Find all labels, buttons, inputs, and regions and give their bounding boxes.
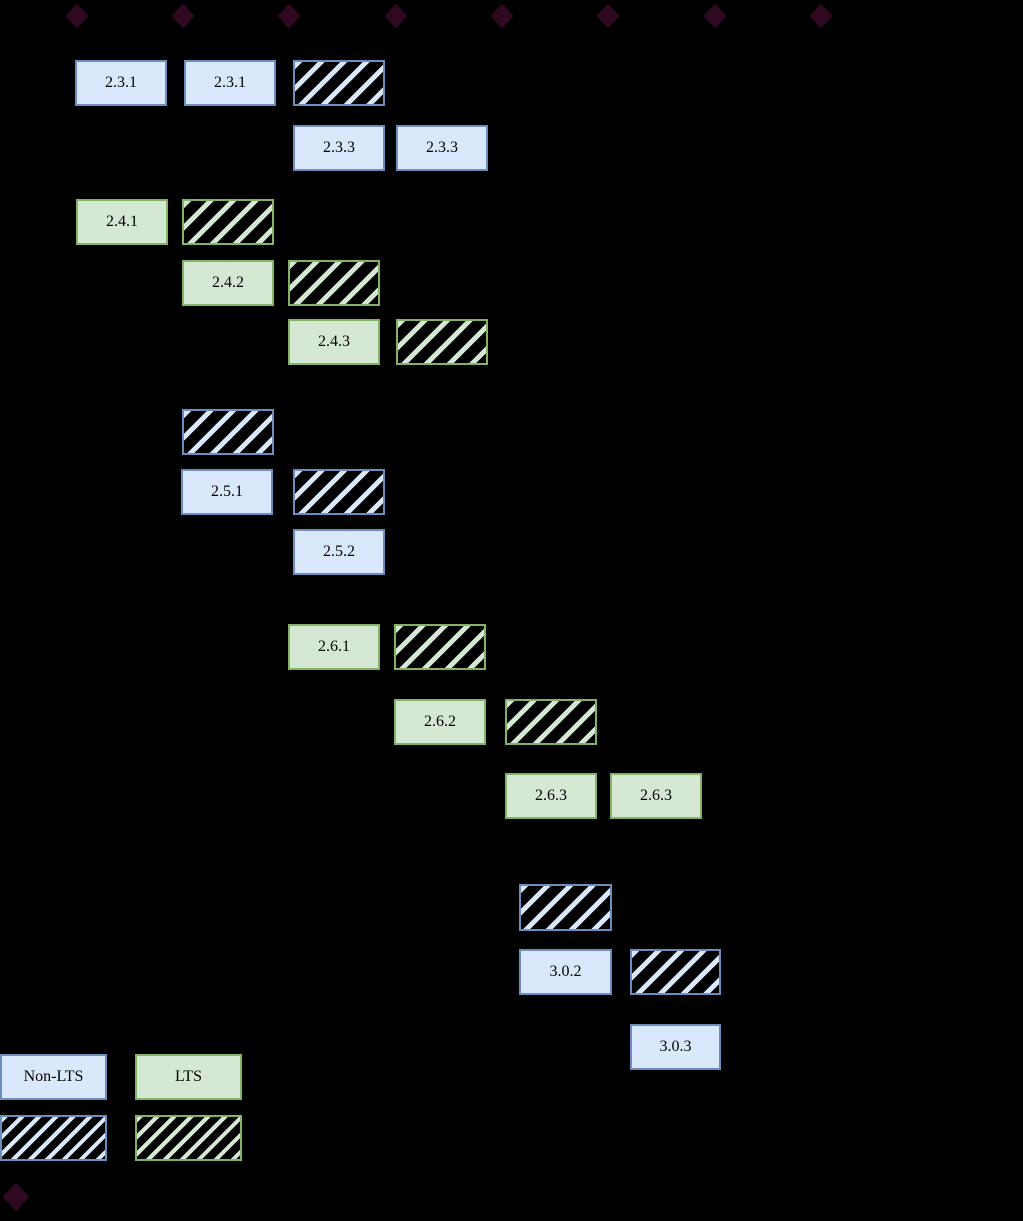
milestone-diamond-icon (490, 3, 514, 29)
version-label: 2.3.1 (105, 74, 137, 91)
version-label: 2.4.2 (212, 274, 244, 291)
version-label: 2.6.3 (535, 787, 567, 804)
version-label: 2.3.3 (426, 139, 458, 156)
legend-lts-planned (135, 1115, 242, 1161)
version-box-2-4-3: 2.4.3 (288, 319, 380, 365)
planned-version-box (293, 60, 385, 106)
planned-version-box (630, 949, 721, 995)
version-label: 2.6.1 (318, 638, 350, 655)
version-box-2-6-3: 2.6.3 (505, 773, 597, 819)
milestone-diamond-icon (596, 3, 620, 29)
version-box-2-6-3: 2.6.3 (610, 773, 702, 819)
version-box-2-5-2: 2.5.2 (293, 529, 385, 575)
version-label: 2.3.3 (323, 139, 355, 156)
version-box-2-4-1: 2.4.1 (76, 199, 168, 245)
milestone-diamond-icon (703, 3, 727, 29)
version-label: 3.0.3 (659, 1038, 692, 1055)
milestone-diamond-icon (384, 3, 408, 29)
version-label: Non-LTS (23, 1068, 84, 1085)
version-box-3-0-2: 3.0.2 (519, 949, 612, 995)
legend-non-lts: Non-LTS (0, 1054, 107, 1100)
milestone-diamond-icon (171, 3, 195, 29)
version-label: 2.3.1 (214, 74, 246, 91)
legend-non-lts-planned (0, 1115, 107, 1161)
version-label: 2.4.3 (318, 333, 350, 350)
planned-version-box (293, 469, 385, 515)
version-label: 2.5.2 (323, 543, 355, 560)
milestone-diamond-icon (65, 3, 89, 29)
version-box-3-0-3: 3.0.3 (630, 1024, 721, 1070)
legend-milestone-diamond-icon (2, 1183, 30, 1211)
version-box-2-3-1: 2.3.1 (184, 60, 276, 106)
version-label: 2.5.1 (211, 483, 243, 500)
version-box-2-3-3: 2.3.3 (293, 125, 385, 171)
version-box-2-3-3: 2.3.3 (396, 125, 488, 171)
legend-lts: LTS (135, 1054, 242, 1100)
version-label: 2.6.3 (640, 787, 672, 804)
version-label: LTS (175, 1068, 202, 1085)
version-label: 2.6.2 (424, 713, 456, 730)
planned-version-box (394, 624, 486, 670)
planned-version-box (182, 199, 274, 245)
version-label: 3.0.2 (549, 963, 582, 980)
version-box-2-4-2: 2.4.2 (182, 260, 274, 306)
planned-version-box (182, 409, 274, 455)
planned-version-box (519, 884, 612, 931)
planned-version-box (505, 699, 597, 745)
version-box-2-6-2: 2.6.2 (394, 699, 486, 745)
planned-version-box (288, 260, 380, 306)
planned-version-box (396, 319, 488, 365)
version-label: 2.4.1 (106, 213, 138, 230)
version-box-2-3-1: 2.3.1 (75, 60, 167, 106)
milestone-diamond-icon (809, 3, 833, 29)
milestone-diamond-icon (277, 3, 301, 29)
version-box-2-5-1: 2.5.1 (181, 469, 273, 515)
version-box-2-6-1: 2.6.1 (288, 624, 380, 670)
